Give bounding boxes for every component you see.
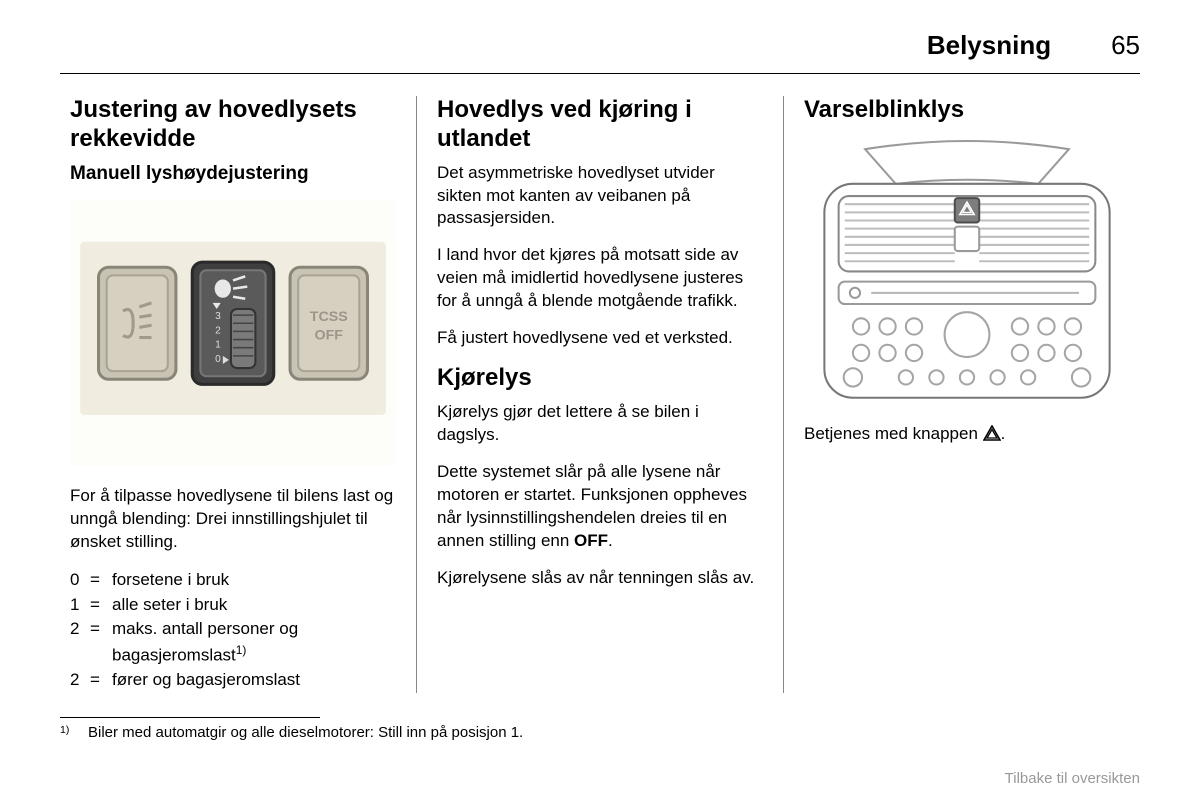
svg-text:2: 2 xyxy=(215,326,221,337)
def-row: 1=alle seter i bruk xyxy=(70,593,396,618)
column-2: Hovedlys ved kjøring i utlandet Det asym… xyxy=(417,96,783,693)
chapter-title: Belysning xyxy=(927,30,1051,61)
col2-heading-b: Kjørelys xyxy=(437,364,763,393)
svg-text:0: 0 xyxy=(215,354,221,365)
footnote-separator xyxy=(60,717,320,724)
col2-p2: I land hvor det kjøres på motsatt side a… xyxy=(437,244,763,313)
back-to-index-link[interactable]: Tilbake til oversikten xyxy=(1005,770,1140,787)
hazard-button-illustration xyxy=(804,139,1130,404)
hazard-icon xyxy=(983,425,1001,441)
page-header: Belysning 65 xyxy=(60,30,1140,74)
page-number: 65 xyxy=(1111,30,1140,61)
col1-heading: Justering av hovedlysets rekkevidde xyxy=(70,96,396,154)
col1-paragraph-1: For å tilpasse hovedlysene til bilens la… xyxy=(70,485,396,554)
col2-p1: Det asymmetriske hovedlyset utvider sikt… xyxy=(437,162,763,231)
col1-subheading: Manuell lyshøydejustering xyxy=(70,162,396,186)
def-row: 0=forsetene i bruk xyxy=(70,568,396,593)
col2-p4: Kjørelys gjør det lettere å se bilen i d… xyxy=(437,401,763,447)
footnote: 1) Biler med automatgir og alle dieselmo… xyxy=(60,724,760,743)
content-columns: Justering av hovedlysets rekkevidde Manu… xyxy=(60,96,1140,693)
svg-text:3: 3 xyxy=(215,312,221,323)
col3-p1: Betjenes med knappen . xyxy=(804,423,1130,446)
def-row: 2=maks. antall personer og bagasjeromsla… xyxy=(70,617,396,668)
col2-p3: Få justert hovedlysene ved et verksted. xyxy=(437,327,763,350)
column-3: Varselblinklys xyxy=(784,96,1140,693)
col2-p5: Dette systemet slår på alle lysene når m… xyxy=(437,461,763,553)
headlight-adjust-illustration: 3 2 1 0 TCSS OFF xyxy=(70,201,396,466)
col3-heading: Varselblinklys xyxy=(804,96,1130,125)
col2-heading-a: Hovedlys ved kjøring i utlandet xyxy=(437,96,763,154)
column-1: Justering av hovedlysets rekkevidde Manu… xyxy=(60,96,416,693)
definition-list: 0=forsetene i bruk 1=alle seter i bruk 2… xyxy=(70,568,396,693)
def-row: 2=fører og bagasjeromslast xyxy=(70,668,396,693)
col2-p6: Kjørelysene slås av når tenningen slås a… xyxy=(437,567,763,590)
svg-text:OFF: OFF xyxy=(315,328,344,344)
svg-text:1: 1 xyxy=(215,340,221,351)
svg-text:TCSS: TCSS xyxy=(310,310,348,326)
